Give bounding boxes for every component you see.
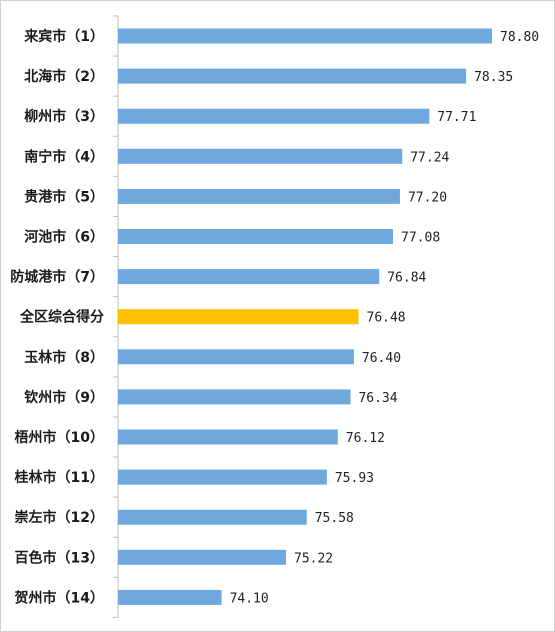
bar-highlight [118,309,359,325]
category-label: 全区综合得分 [19,309,104,326]
bar [118,389,351,405]
category-label: 百色市（13） [15,549,104,566]
bar [118,188,400,204]
category-label: 南宁市（4） [24,148,104,165]
value-label: 77.24 [410,150,449,165]
value-label: 77.20 [408,190,447,205]
bar [118,589,222,605]
value-label: 75.58 [315,511,354,526]
category-label: 北海市（2） [24,68,104,85]
value-label: 74.10 [230,591,269,606]
bar [118,349,354,365]
category-label: 贵港市（5） [24,188,104,205]
value-label: 75.22 [294,551,333,566]
bar [118,68,467,84]
value-label: 78.35 [474,70,513,85]
bar [118,469,327,485]
category-label: 钦州市（9） [24,389,104,406]
bar [118,429,338,445]
category-label: 崇左市（12） [15,509,104,526]
bar [118,108,430,124]
category-label: 梧州市（10） [15,429,104,446]
value-label: 76.34 [358,391,397,406]
category-label: 玉林市（8） [24,349,104,366]
category-label: 河池市（6） [24,229,104,246]
value-label: 76.48 [367,311,406,326]
bar [118,269,380,285]
value-label: 77.08 [401,231,440,246]
value-label: 75.93 [335,471,374,486]
value-label: 78.80 [500,30,539,45]
category-label: 柳州市（3） [24,108,104,125]
value-label: 76.40 [362,351,401,366]
bar [118,549,287,565]
bar [118,509,307,525]
bar [118,148,403,164]
bar [118,28,492,44]
value-label: 76.84 [387,271,426,286]
category-label: 来宾市（1） [23,28,104,45]
category-label: 贺州市（14） [14,589,104,606]
category-label: 桂林市（11） [14,469,104,486]
bar [118,229,394,244]
value-label: 77.71 [437,110,476,125]
category-label: 防城港市（7） [10,269,104,286]
value-label: 76.12 [346,431,385,446]
